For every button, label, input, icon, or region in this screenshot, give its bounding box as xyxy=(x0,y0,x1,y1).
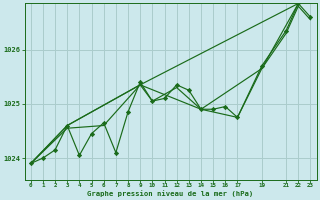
X-axis label: Graphe pression niveau de la mer (hPa): Graphe pression niveau de la mer (hPa) xyxy=(87,190,254,197)
